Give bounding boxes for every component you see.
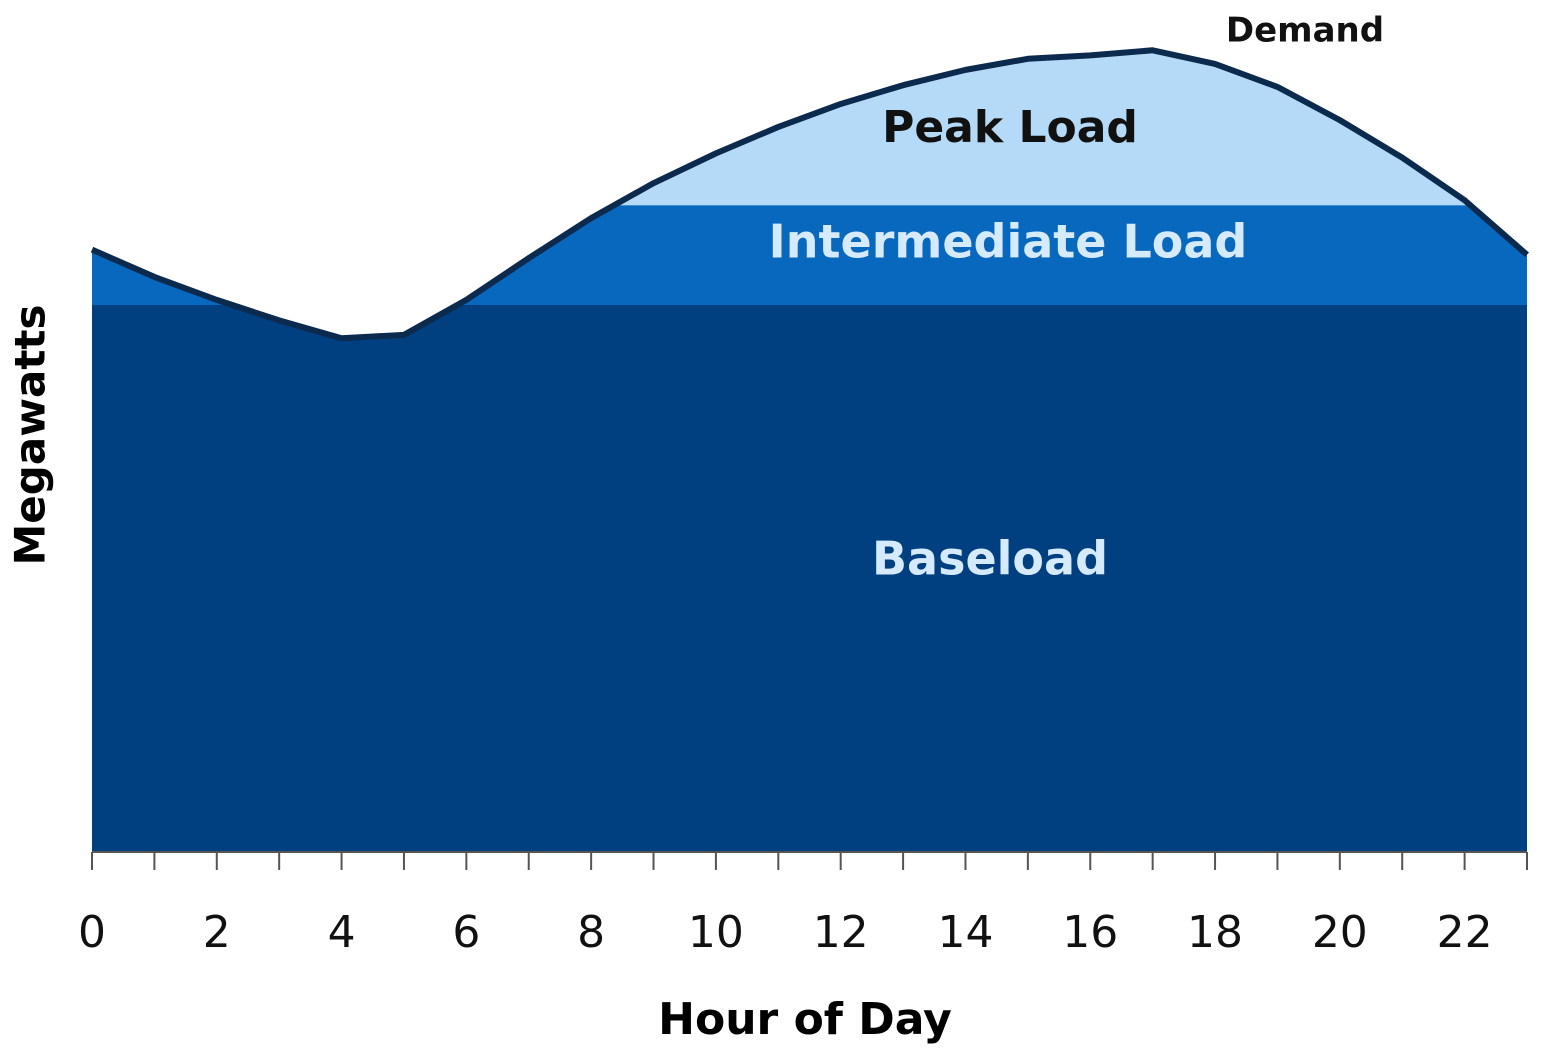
x-tick-label: 0 — [78, 907, 106, 958]
x-tick-label: 4 — [328, 907, 356, 958]
x-tick-label: 10 — [688, 907, 744, 958]
x-tick-label: 16 — [1062, 907, 1118, 958]
series-label: Demand — [1226, 11, 1384, 51]
band-label: Baseload — [872, 532, 1108, 586]
x-tick-label: 8 — [577, 907, 605, 958]
y-axis-label: Megawatts — [6, 305, 55, 566]
x-tick-label: 18 — [1187, 907, 1243, 958]
x-tick-label: 6 — [452, 907, 480, 958]
band-label: Peak Load — [882, 102, 1138, 153]
band-area — [92, 305, 1527, 852]
x-tick-label: 22 — [1437, 907, 1493, 958]
x-tick-label: 20 — [1312, 907, 1368, 958]
x-tick-label: 12 — [813, 907, 869, 958]
demand-line — [90, 47, 1529, 342]
x-axis-label: Hour of Day — [658, 994, 952, 1045]
band-label: Intermediate Load — [769, 215, 1248, 269]
x-tick-label: 14 — [937, 907, 993, 958]
x-tick-label: 2 — [203, 907, 231, 958]
bands — [92, 50, 1527, 852]
